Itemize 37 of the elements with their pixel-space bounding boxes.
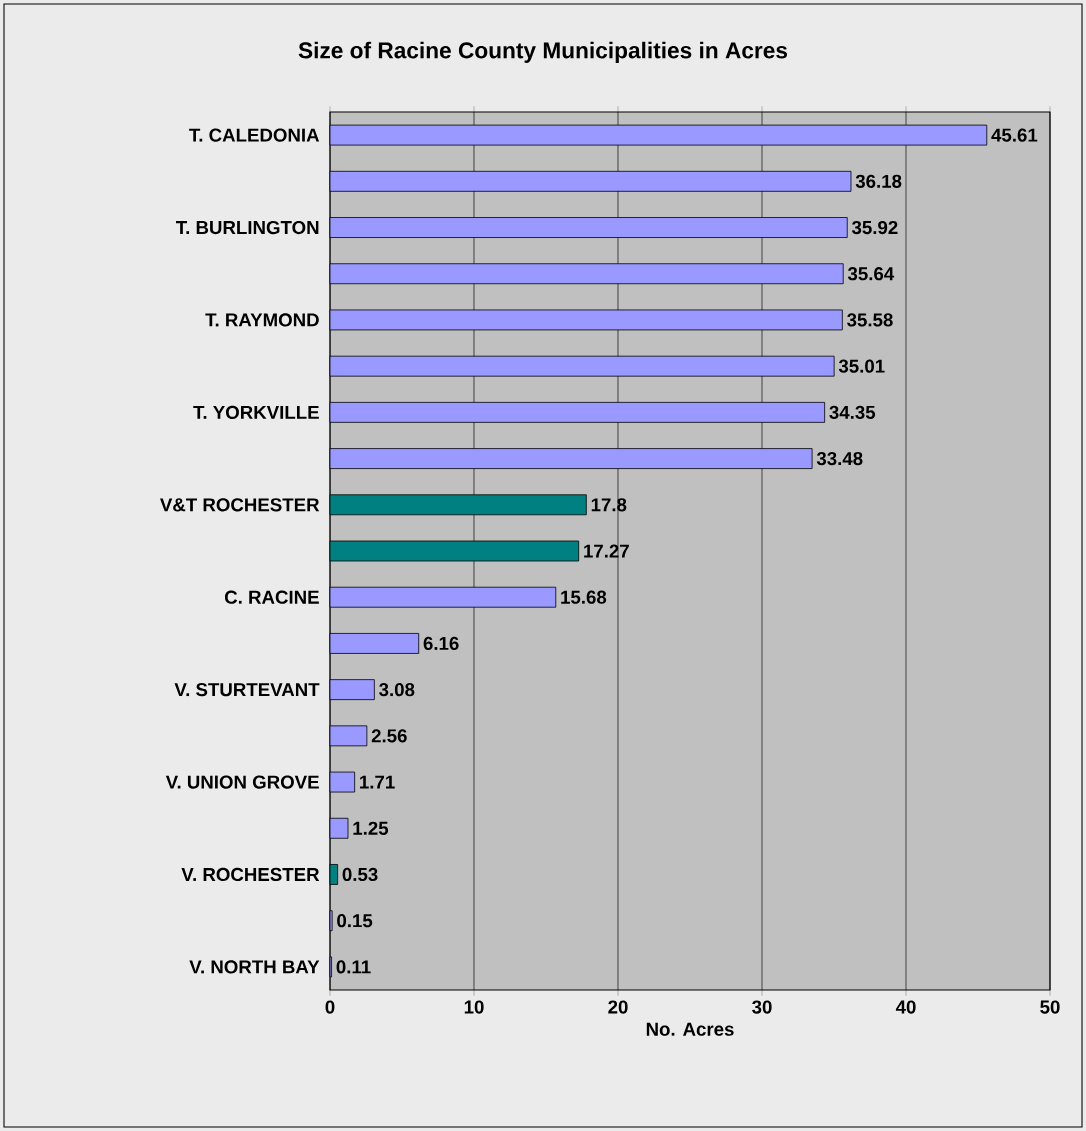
x-tick-label: 0	[325, 1000, 335, 1014]
y-tick-label: C. RACINE	[224, 590, 319, 604]
x-tick-label: 30	[752, 1000, 772, 1014]
data-label: 35.01	[838, 359, 885, 373]
y-tick-label: V. ROCHESTER	[181, 867, 320, 882]
x-tick-label: 20	[608, 1000, 628, 1014]
y-tick-label: V. NORTH BAY	[189, 960, 320, 974]
data-label: 3.08	[379, 683, 415, 697]
data-label: 6.16	[423, 636, 459, 651]
data-label: 35.58	[847, 313, 893, 327]
chart-title: Size of Racine County Municipalities in Acres	[298, 41, 788, 63]
x-axis-title: No. Acres	[646, 1022, 734, 1036]
data-label: 0.53	[342, 867, 378, 882]
x-tick-label: 50	[1040, 1000, 1060, 1014]
data-label: 1.71	[360, 775, 395, 789]
data-label: 0.11	[336, 960, 371, 974]
data-label: 45.61	[991, 128, 1038, 142]
data-label: 35.92	[851, 220, 898, 235]
y-tick-label: V. STURTEVANT	[174, 683, 320, 697]
data-label: 0.15	[337, 914, 373, 928]
data-label: 33.48	[816, 451, 863, 466]
data-label: 17.27	[584, 544, 629, 558]
data-label: 17.8	[591, 498, 627, 512]
data-label: 36.18	[855, 174, 902, 188]
data-label: 1.25	[353, 821, 389, 835]
data-label: 15.68	[561, 590, 607, 604]
y-tick-label: T. RAYMOND	[205, 313, 319, 327]
y-tick-label: V. UNION GROVE	[165, 775, 319, 789]
data-label: 35.64	[847, 267, 895, 281]
y-tick-label: T. YORKVILLE	[193, 405, 319, 419]
y-tick-label: V&T ROCHESTER	[160, 498, 320, 512]
y-tick-label: T. BURLINGTON	[176, 220, 319, 235]
x-tick-label: 40	[895, 1000, 916, 1014]
y-tick-label: T. CALEDONIA	[189, 128, 320, 142]
x-tick-label: 10	[464, 1000, 484, 1014]
data-label: 34.35	[829, 405, 876, 419]
data-label: 2.56	[371, 729, 407, 743]
